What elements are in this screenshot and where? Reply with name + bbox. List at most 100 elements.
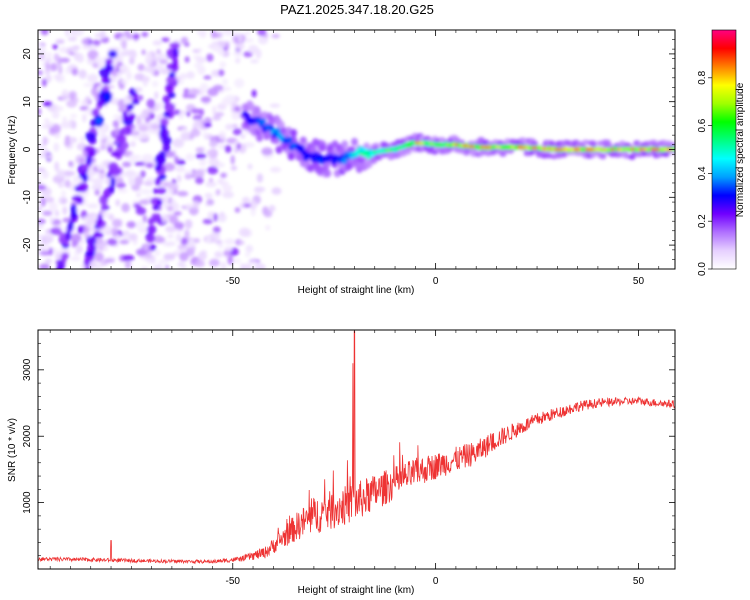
heatmap-noise-cell [208, 44, 214, 49]
heatmap-ridge-halo [275, 145, 283, 154]
heatmap-noise-cell [207, 166, 219, 175]
heatmap-ridge-halo [256, 133, 263, 142]
snr-y-axis-label: SNR (10 * v/v) [7, 418, 18, 482]
heatmap-streak-cell [101, 76, 112, 85]
heatmap-noise-cell [195, 177, 204, 185]
heatmap-streak-cell [156, 187, 167, 195]
heatmap-ridge-halo [599, 153, 607, 159]
heatmap-noise-cell [112, 218, 122, 228]
heatmap-noise-cell [146, 98, 156, 109]
heatmap-noise-cell [182, 92, 188, 99]
heatmap-noise-cell [183, 88, 190, 94]
heatmap-noise-cell [138, 199, 150, 205]
y-tick-label: 1000 [22, 491, 33, 514]
heatmap-noise-cell [265, 225, 271, 231]
heatmap-noise-cell [54, 210, 60, 217]
heatmap-ridge-halo [477, 136, 485, 143]
heatmap-noise-cell [38, 243, 50, 253]
heatmap-noise-cell [99, 30, 106, 40]
heatmap-noise-cell [141, 266, 148, 269]
heatmap-noise-cell [203, 122, 212, 128]
heatmap-noise-cell [218, 69, 225, 77]
heatmap-streak-cell [101, 203, 109, 211]
colorbar-label: Normalized spectral amplitude [735, 82, 746, 217]
heatmap-noise-cell [130, 141, 136, 148]
heatmap-noise-cell [180, 237, 188, 246]
y-tick-label: 10 [22, 96, 33, 108]
heatmap-noise-cell [63, 171, 76, 176]
heatmap-noise-cell [177, 79, 184, 85]
heatmap-noise-cell [233, 258, 241, 264]
heatmap-spot-core [95, 117, 102, 125]
heatmap-noise-cell [87, 175, 93, 182]
colorbar-tick-label: 0.8 [697, 70, 708, 84]
heatmap-streak-cell [152, 204, 160, 211]
heatmap-ridge-halo [319, 143, 327, 152]
heatmap-noise-cell [38, 218, 46, 224]
heatmap-noise-cell [80, 136, 85, 143]
heatmap-ridge-halo [309, 145, 317, 154]
heatmap-streak-cell [105, 58, 114, 65]
heatmap-noise-cell [184, 173, 192, 180]
heatmap-noise-cell [184, 219, 193, 229]
heatmap-streak-cell [160, 118, 169, 126]
heatmap-noise-cell [253, 186, 266, 193]
heatmap-noise-cell [243, 31, 251, 36]
heatmap-noise-cell [79, 105, 90, 111]
heatmap-noise-cell [44, 69, 50, 76]
heatmap-noise-cell [202, 218, 213, 225]
heatmap-noise-cell [38, 206, 42, 211]
heatmap-noise-cell [194, 259, 205, 268]
heatmap-noise-cell [131, 184, 141, 191]
heatmap-noise-cell [222, 184, 233, 192]
heatmap-noise-cell [230, 165, 238, 171]
heatmap-noise-cell [132, 154, 142, 161]
heatmap-streak-cell [122, 110, 128, 122]
heatmap-noise-cell [208, 177, 214, 183]
heatmap-streak-cell [128, 113, 136, 121]
heatmap-noise-cell [140, 170, 146, 178]
heatmap-noise-cell [118, 106, 126, 113]
heatmap-noise-cell [196, 56, 207, 64]
heatmap-noise-cell [145, 117, 150, 123]
heatmap-noise-cell [219, 215, 227, 223]
heatmap-noise-cell [215, 188, 221, 196]
heatmap-noise-cell [161, 37, 170, 43]
heatmap-noise-cell [68, 160, 74, 167]
heatmap-noise-cell [230, 155, 235, 165]
heatmap-streak-cell [167, 92, 176, 99]
heatmap-ridge-halo [253, 105, 261, 114]
heatmap-streak-cell [166, 75, 177, 85]
heatmap-noise-cell [165, 264, 170, 269]
heatmap-noise-cell [128, 57, 135, 65]
heatmap-noise-cell [41, 78, 48, 87]
heatmap-noise-cell [115, 182, 127, 188]
heatmap-noise-cell [122, 254, 135, 261]
heatmap-ridge-halo [431, 149, 439, 155]
heatmap-streak-cell [156, 198, 163, 206]
heatmap-ridge-cell [274, 127, 281, 134]
heatmap-noise-cell [214, 251, 224, 258]
heatmap-noise-cell [42, 136, 47, 147]
heatmap-noise-cell [51, 109, 60, 119]
heatmap-noise-cell [54, 161, 60, 172]
heatmap-noise-cell [105, 225, 112, 230]
heatmap-noise-cell [70, 113, 77, 119]
heatmap-streak-cell [129, 87, 136, 97]
heatmap-noise-cell [212, 226, 221, 234]
heatmap-noise-cell [163, 150, 176, 158]
heatmap-noise-cell [81, 38, 90, 45]
heatmap-noise-cell [134, 176, 144, 187]
heatmap-ridge-halo [604, 139, 612, 145]
heatmap-noise-cell [38, 234, 44, 239]
heatmap-ridge-halo [372, 142, 380, 148]
y-tick-label: 20 [22, 48, 33, 60]
heatmap-spot-core [103, 93, 110, 101]
heatmap-noise-cell [80, 100, 89, 106]
x-tick-label: 50 [633, 276, 645, 287]
heatmap-noise-cell [91, 39, 100, 46]
heatmap-noise-cell [58, 196, 68, 205]
heatmap-noise-cell [200, 82, 209, 91]
heatmap-noise-cell [54, 106, 64, 112]
heatmap-noise-cell [242, 196, 250, 204]
